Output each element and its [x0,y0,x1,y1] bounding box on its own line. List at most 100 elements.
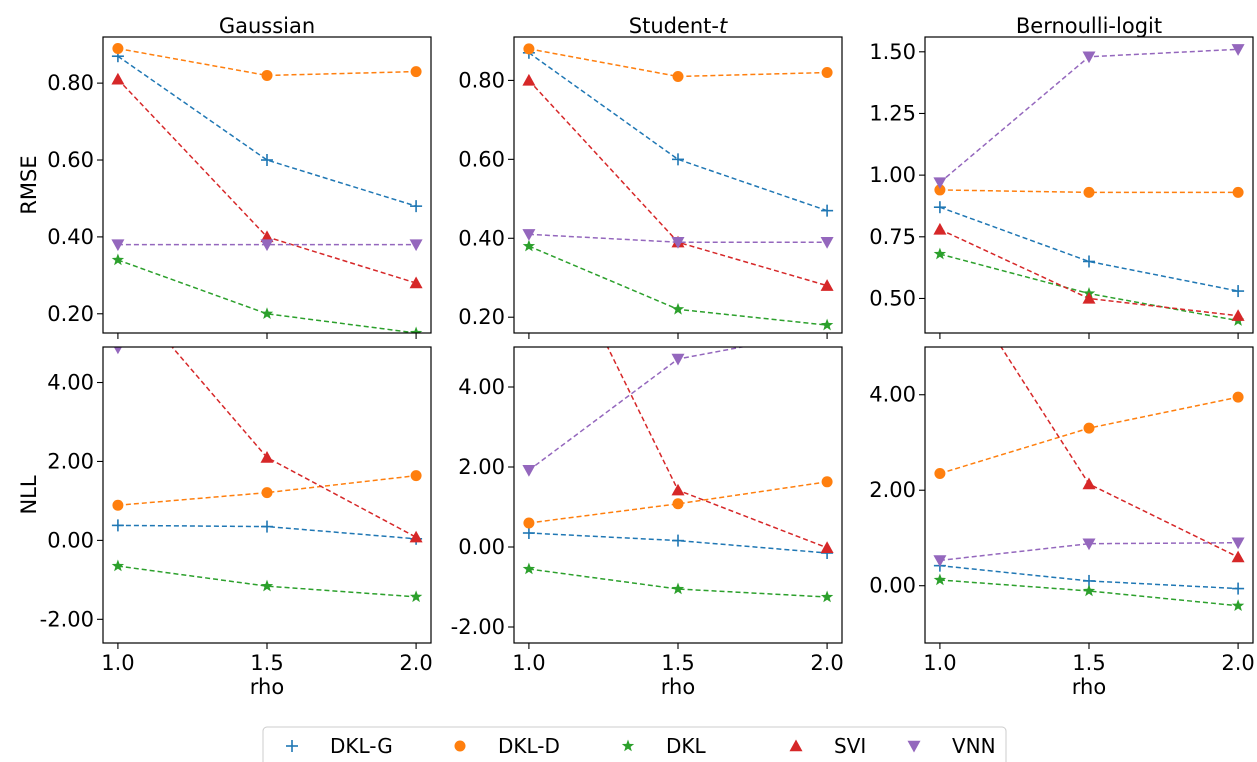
legend-label: DKL-G [330,734,393,758]
data-point [111,519,124,532]
data-point [1082,584,1096,597]
data-point [260,307,274,320]
series-dkl [522,562,834,603]
y-tick-label: 1.25 [869,101,916,125]
data-point [1231,44,1245,56]
series-vnn [933,44,1245,190]
data-point [672,498,684,510]
series-dkl-d [112,470,422,511]
data-point [111,253,125,266]
x-axis-label: rho [250,675,284,699]
series-vnn [111,239,423,252]
data-point [821,67,833,79]
series-line [939,189,1239,194]
legend-marker [621,739,635,752]
data-point [671,302,685,315]
data-point [933,201,946,214]
series-line [528,532,828,554]
data-point [410,66,422,78]
data-point [671,483,685,496]
y-tick-label: 0.60 [47,148,94,172]
series-line [117,524,417,540]
series-line [117,47,417,77]
series-line [171,347,417,538]
series-dkl-d [523,43,833,82]
y-tick-label: 0.20 [458,305,505,329]
data-point [111,239,125,252]
legend-frame [262,726,1007,762]
series-line [528,568,828,598]
series-dkl-d [934,391,1244,480]
x-tick-label: 1.0 [512,651,545,675]
series-dkl [933,573,1245,612]
legend-item-vnn: VNN [907,734,996,758]
series-line [939,564,1239,590]
data-point [409,326,423,333]
plot-area [111,43,423,333]
data-point [112,43,124,55]
data-point [410,180,423,192]
legend-item-dkl: DKL [621,734,707,758]
legend-marker [907,740,921,753]
data-point [933,222,947,235]
y-tick-label: 0.75 [869,225,916,249]
series-svi [933,222,1245,321]
series-dkl-g [111,519,423,545]
legend-item-svi: SVI [789,734,866,758]
data-point [1231,537,1245,550]
data-point [671,237,685,249]
series-dkl-d [112,43,422,81]
series-dkl-g [522,527,834,559]
series-line [528,52,828,212]
data-point [933,247,947,260]
y-tick-label: 0.60 [458,147,505,171]
series-vnn [522,347,746,477]
data-point [261,69,273,81]
data-point [261,180,274,192]
legend-marker [454,740,466,752]
legend: DKL-G DKL-D DKL SVI VNN [262,726,1007,762]
data-point [820,318,834,331]
data-point [672,70,684,82]
data-point [671,582,685,595]
legend-item-dkl-d: DKL-D [454,734,560,758]
subplot-r0-c1: 0.20 0.40 0.60 0.80 [458,36,843,339]
series-svi [1000,347,1245,563]
plot-area [522,43,834,331]
y-tick-label: 0.00 [47,528,94,552]
data-point [111,559,125,572]
series-dkl-d [934,184,1244,198]
series-line [117,78,417,284]
axes-frame [102,36,432,334]
data-point [409,239,423,252]
data-point [1083,255,1095,268]
series-line [528,48,828,78]
data-point [933,555,947,567]
x-tick-label: 1.5 [661,651,694,675]
y-tick-label: 1.00 [869,163,916,187]
x-axis-label: rho [661,675,695,699]
subplot-r1-c2: 0.00 2.00 4.00 1.0 1.5 2.0 rho [869,346,1255,699]
data-point [522,527,535,539]
data-point [1083,186,1095,198]
x-tick-label: 2.0 [810,651,843,675]
series-line [528,79,828,287]
data-point [261,154,273,167]
data-point [113,347,122,355]
subplot-r0-c0: 0.20 0.40 0.60 0.80 [47,36,432,339]
data-point [1082,51,1096,64]
data-point [261,520,273,533]
y-tick-label: 2.00 [458,455,505,479]
series-dkl [111,559,423,603]
axes-frame [924,346,1254,644]
subplot-title: Gaussian [219,14,315,38]
plot-area [111,180,423,603]
series-dkl-g [933,201,1245,298]
data-point [1082,538,1096,551]
data-point [522,562,536,575]
series-vnn [522,229,834,249]
x-tick-label: 2.0 [399,651,432,675]
series-line [528,347,746,471]
series-vnn [113,180,423,355]
